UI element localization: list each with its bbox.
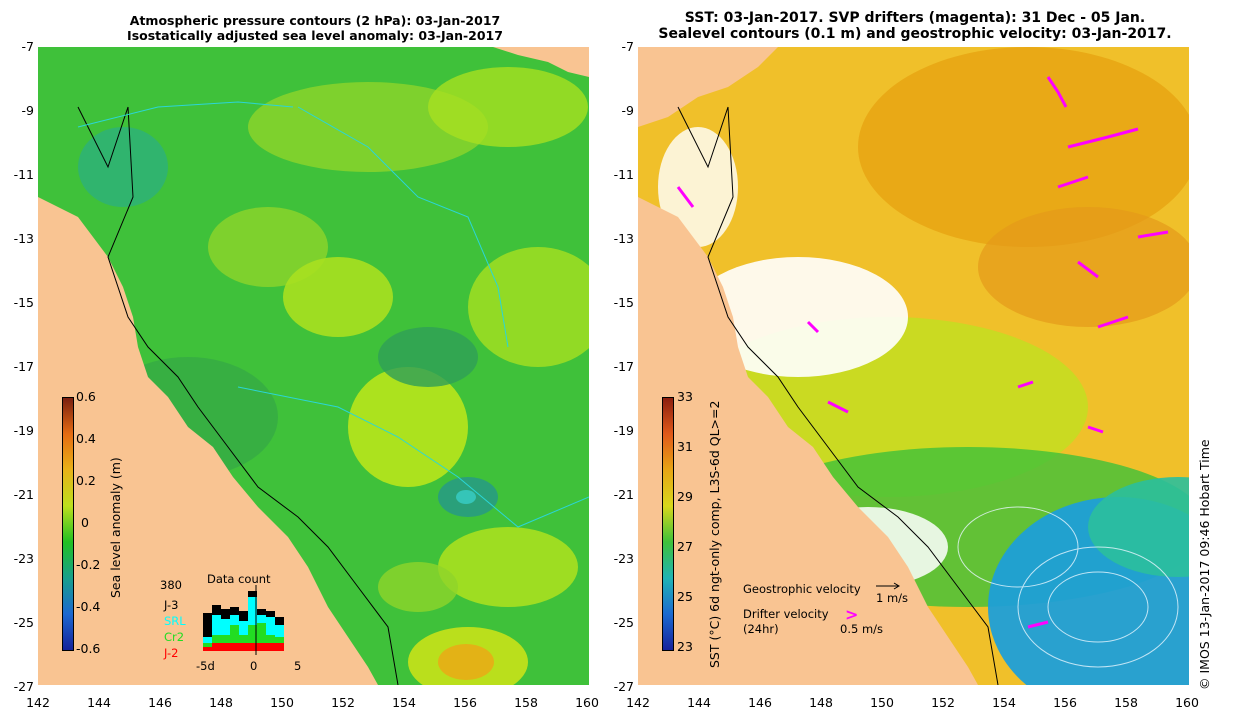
sst-map (638, 47, 1189, 685)
land-mass-right (638, 47, 978, 685)
x-tick: 152 (931, 695, 955, 710)
y-tick: -15 (613, 295, 634, 310)
sla-map-canvas (38, 47, 589, 685)
sla-cb-tick-0: 0.6 (76, 389, 96, 404)
data-count-xtick-2: 5 (294, 659, 302, 673)
sla-cb-tick-3: 0 (81, 515, 89, 530)
sla-map (38, 47, 589, 685)
drifter-velocity-icon: > (845, 605, 859, 624)
x-tick: 152 (331, 695, 355, 710)
x-tick: 142 (626, 695, 650, 710)
x-tick: 160 (575, 695, 599, 710)
y-tick: -11 (13, 167, 34, 182)
left-title-line1: Atmospheric pressure contours (2 hPa): 0… (129, 13, 501, 28)
sla-cb-tick-6: -0.6 (76, 641, 101, 656)
y-tick: -13 (613, 231, 634, 246)
y-tick: -27 (613, 679, 634, 694)
data-count-bars (203, 591, 284, 651)
sla-colorbar (62, 397, 74, 651)
y-tick: -27 (13, 679, 34, 694)
sst-colorbar-label: SST (°C) 6d ngt-only comp, L3S-6d QL>=2 (707, 400, 722, 668)
x-tick: 142 (26, 695, 50, 710)
y-tick: -25 (13, 615, 34, 630)
sst-cb-tick-1: 31 (677, 439, 693, 454)
y-tick: -21 (13, 487, 34, 502)
x-tick: 154 (392, 695, 416, 710)
x-tick: 148 (209, 695, 233, 710)
sst-cb-tick-5: 23 (677, 639, 693, 654)
geo-velocity-speed: 1 m/s (876, 591, 909, 605)
left-title-line2: Isostatically adjusted sea level anomaly… (127, 28, 503, 43)
geo-velocity-arrow (876, 582, 900, 590)
data-count-chart (203, 585, 284, 655)
sst-cb-tick-2: 29 (677, 489, 693, 504)
y-tick: -15 (13, 295, 34, 310)
land-mass (38, 47, 589, 685)
y-tick: -7 (21, 39, 34, 54)
drifter-velocity-label: Drifter velocity (743, 607, 829, 621)
y-tick: -13 (13, 231, 34, 246)
drifter-velocity-speed: 0.5 m/s (840, 622, 884, 636)
data-count-xtick-1: 0 (250, 659, 258, 673)
data-count-legend-srl: SRL (164, 614, 186, 628)
x-tick: 144 (87, 695, 111, 710)
data-count-legend-j2: J-2 (164, 646, 179, 660)
x-tick: 146 (148, 695, 172, 710)
x-tick: 154 (992, 695, 1016, 710)
left-title: Atmospheric pressure contours (2 hPa): 0… (40, 13, 590, 43)
y-tick: -17 (613, 359, 634, 374)
x-tick: 158 (514, 695, 538, 710)
drifter-velocity-sub: (24hr) (743, 622, 779, 636)
sla-cb-tick-2: 0.2 (76, 473, 96, 488)
sst-colorbar (662, 397, 674, 651)
x-tick: 144 (687, 695, 711, 710)
sst-cb-tick-4: 25 (677, 589, 693, 604)
y-tick: -21 (613, 487, 634, 502)
y-tick: -19 (613, 423, 634, 438)
x-tick: 146 (748, 695, 772, 710)
y-tick: -19 (13, 423, 34, 438)
geo-velocity-label: Geostrophic velocity (743, 582, 861, 596)
right-title: SST: 03-Jan-2017. SVP drifters (magenta)… (640, 10, 1190, 42)
sla-cb-tick-5: -0.4 (76, 599, 101, 614)
x-tick: 150 (870, 695, 894, 710)
data-count-title: Data count (207, 572, 271, 586)
imos-credit: © IMOS 13-Jan-2017 09:46 Hobart Time (1197, 439, 1212, 690)
data-count-legend-j3: J-3 (164, 598, 179, 612)
sea-level-contours (957, 506, 1179, 668)
x-tick: 158 (1114, 695, 1138, 710)
y-tick: -25 (613, 615, 634, 630)
x-tick: 160 (1175, 695, 1199, 710)
x-tick: 156 (1053, 695, 1077, 710)
data-count-legend-cr2: Cr2 (164, 630, 185, 644)
drifter-tracks (676, 76, 1169, 629)
sst-map-canvas (638, 47, 1189, 685)
sst-cb-tick-3: 27 (677, 539, 693, 554)
data-count-max: 380 (160, 578, 182, 592)
x-tick: 148 (809, 695, 833, 710)
right-title-line2: Sealevel contours (0.1 m) and geostrophi… (658, 26, 1172, 42)
y-tick: -11 (613, 167, 634, 182)
y-tick: -23 (613, 551, 634, 566)
sla-colorbar-label: Sea level anomaly (m) (108, 457, 123, 598)
data-count-xtick-0: -5d (196, 659, 215, 673)
y-tick: -9 (621, 103, 634, 118)
sla-cb-tick-1: 0.4 (76, 431, 96, 446)
y-tick: -23 (13, 551, 34, 566)
y-tick: -7 (621, 39, 634, 54)
y-tick: -17 (13, 359, 34, 374)
y-tick: -9 (21, 103, 34, 118)
x-tick: 150 (270, 695, 294, 710)
sst-cb-tick-0: 33 (677, 389, 693, 404)
sla-cb-tick-4: -0.2 (76, 557, 101, 572)
x-tick: 156 (453, 695, 477, 710)
sla-anomaly-field (78, 67, 589, 685)
right-title-line1: SST: 03-Jan-2017. SVP drifters (magenta)… (684, 10, 1146, 26)
